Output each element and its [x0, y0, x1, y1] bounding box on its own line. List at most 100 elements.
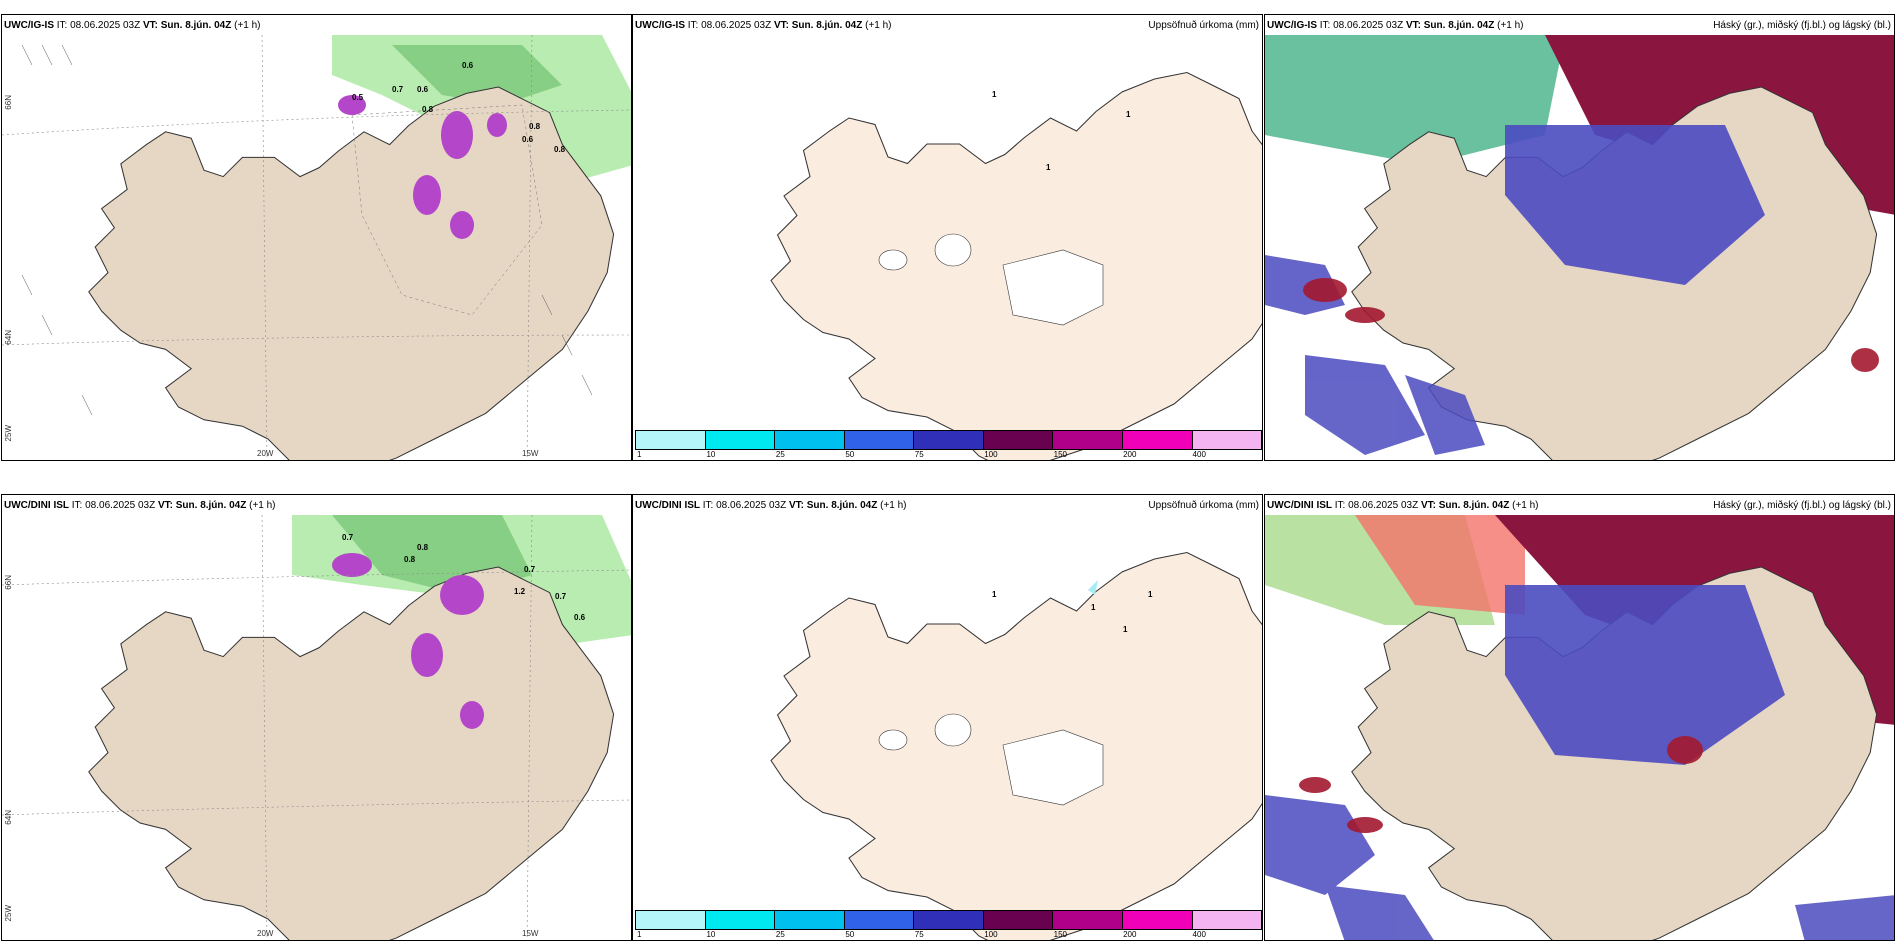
colorbar-segment	[1053, 911, 1123, 929]
colorbar-label: 1	[637, 930, 642, 939]
precip-colorbar-labels: 1 10 25 50 75 100 150 200 400	[635, 930, 1260, 940]
point-value: 1	[992, 590, 997, 599]
panel-title: UWC/IG-IS IT: 08.06.2025 03Z VT: Sun. 8.…	[635, 20, 892, 31]
colorbar-segment	[1122, 911, 1193, 929]
panel-subtitle: Uppsöfnuð úrkoma (mm)	[1148, 500, 1259, 511]
point-value: 0.8	[404, 555, 416, 564]
colorbar-label: 10	[706, 930, 716, 939]
precip-map	[770, 71, 1262, 460]
glaciers	[878, 233, 1104, 326]
mid-cloud	[1505, 125, 1765, 285]
wind-precip-map	[2, 15, 631, 460]
lat-label: 25W	[4, 905, 13, 922]
colorbar-label: 100	[984, 450, 998, 459]
map-panel-igis-precip: UWC/IG-IS IT: 08.06.2025 03Z VT: Sun. 8.…	[632, 14, 1263, 461]
lat-label: 66N	[4, 575, 13, 590]
wind-barbs	[21, 44, 593, 416]
colorbar-segment	[705, 911, 776, 929]
precip-colorbar	[635, 430, 1262, 450]
colorbar-label: 75	[914, 450, 924, 459]
colorbar-label: 200	[1123, 930, 1137, 939]
lon-label: 15W	[522, 449, 539, 458]
lat-label: 25W	[4, 425, 13, 442]
wind-precip-map	[2, 495, 631, 940]
point-value: 1	[1148, 590, 1153, 599]
map-panel-igis-wind: UWC/IG-IS IT: 08.06.2025 03Z VT: Sun. 8.…	[1, 14, 632, 461]
colorbar-segment	[914, 911, 984, 929]
colorbar-label: 400	[1192, 450, 1206, 459]
colorbar-segment	[983, 911, 1054, 929]
panel-title: UWC/IG-IS IT: 08.06.2025 03Z VT: Sun. 8.…	[1267, 20, 1524, 31]
map-panel-dini-wind: UWC/DINI ISL IT: 08.06.2025 03Z VT: Sun.…	[1, 494, 632, 941]
colorbar-label: 75	[914, 930, 924, 939]
hatch-area	[351, 104, 543, 316]
point-value: 0.8	[554, 145, 566, 154]
colorbar-label: 50	[845, 450, 855, 459]
colorbar-segment	[1192, 431, 1262, 449]
point-value: 0.8	[417, 543, 429, 552]
colorbar-label: 1	[637, 450, 642, 459]
colorbar-label: 100	[984, 930, 998, 939]
colorbar-label: 10	[706, 450, 716, 459]
lon-label: 20W	[257, 929, 274, 938]
panel-title: UWC/DINI ISL IT: 08.06.2025 03Z VT: Sun.…	[635, 500, 907, 511]
point-value: 1.2	[514, 587, 526, 596]
colorbar-segment	[983, 431, 1054, 449]
map-panel-dini-clouds: UWC/DINI ISL IT: 08.06.2025 03Z VT: Sun.…	[1264, 494, 1895, 941]
colorbar-segment	[705, 431, 776, 449]
colorbar-label: 200	[1123, 450, 1137, 459]
panel-subtitle: Háský (gr.), miðský (fj.bl.) og lágský (…	[1713, 500, 1891, 511]
point-value: 0.7	[392, 85, 404, 94]
point-value: 0.7	[555, 592, 567, 601]
lat-label: 64N	[4, 330, 13, 345]
lon-label: 15W	[522, 929, 539, 938]
point-value: 1	[1126, 110, 1131, 119]
colorbar-segment	[636, 431, 706, 449]
cloud-map	[1265, 15, 1894, 460]
colorbar-segment	[914, 431, 984, 449]
point-value: 0.6	[417, 85, 429, 94]
colorbar-label: 150	[1053, 930, 1068, 939]
panel-subtitle: Uppsöfnuð úrkoma (mm)	[1148, 20, 1259, 31]
precip-blobs	[338, 95, 507, 239]
cloud-darkgreen-area	[392, 45, 562, 105]
point-value: 1	[992, 90, 997, 99]
panel-title: UWC/DINI ISL IT: 08.06.2025 03Z VT: Sun.…	[4, 500, 276, 511]
colorbar-segment	[1053, 431, 1123, 449]
colorbar-segment	[775, 431, 845, 449]
colorbar-segment	[636, 911, 706, 929]
precip-colorbar	[635, 910, 1262, 930]
point-value: 0.8	[422, 105, 434, 114]
map-panel-igis-clouds: UWC/IG-IS IT: 08.06.2025 03Z VT: Sun. 8.…	[1264, 14, 1895, 461]
colorbar-segment	[775, 911, 845, 929]
point-value: 0.6	[574, 613, 586, 622]
point-value: 0.7	[524, 565, 536, 574]
colorbar-label: 25	[775, 450, 785, 459]
colorbar-segment	[844, 911, 915, 929]
point-value: 1	[1123, 625, 1128, 634]
panel-subtitle: Háský (gr.), miðský (fj.bl.) og lágský (…	[1713, 20, 1891, 31]
point-value: 1	[1091, 603, 1096, 612]
cloud-map	[1265, 495, 1894, 940]
high-cloud	[1265, 35, 1565, 165]
lat-label: 66N	[4, 95, 13, 110]
colorbar-segment	[1192, 911, 1262, 929]
colorbar-label: 25	[775, 930, 785, 939]
point-value: 0.8	[529, 122, 541, 131]
precip-colorbar-labels: 1 10 25 50 75 100 150 200 400	[635, 450, 1260, 460]
point-value: 0.6	[462, 61, 474, 70]
lat-label: 64N	[4, 810, 13, 825]
point-value: 0.7	[342, 533, 354, 542]
precip-map	[770, 551, 1262, 940]
graticule	[2, 34, 631, 460]
colorbar-segment	[1122, 431, 1193, 449]
point-value: 0.5	[352, 93, 364, 102]
colorbar-segment	[844, 431, 915, 449]
colorbar-label: 400	[1192, 930, 1206, 939]
map-panel-dini-precip: UWC/DINI ISL IT: 08.06.2025 03Z VT: Sun.…	[632, 494, 1263, 941]
panel-title: UWC/DINI ISL IT: 08.06.2025 03Z VT: Sun.…	[1267, 500, 1539, 511]
point-value: 0.6	[522, 135, 534, 144]
colorbar-label: 50	[845, 930, 855, 939]
lon-label: 20W	[257, 449, 274, 458]
panel-title: UWC/IG-IS IT: 08.06.2025 03Z VT: Sun. 8.…	[4, 20, 261, 31]
